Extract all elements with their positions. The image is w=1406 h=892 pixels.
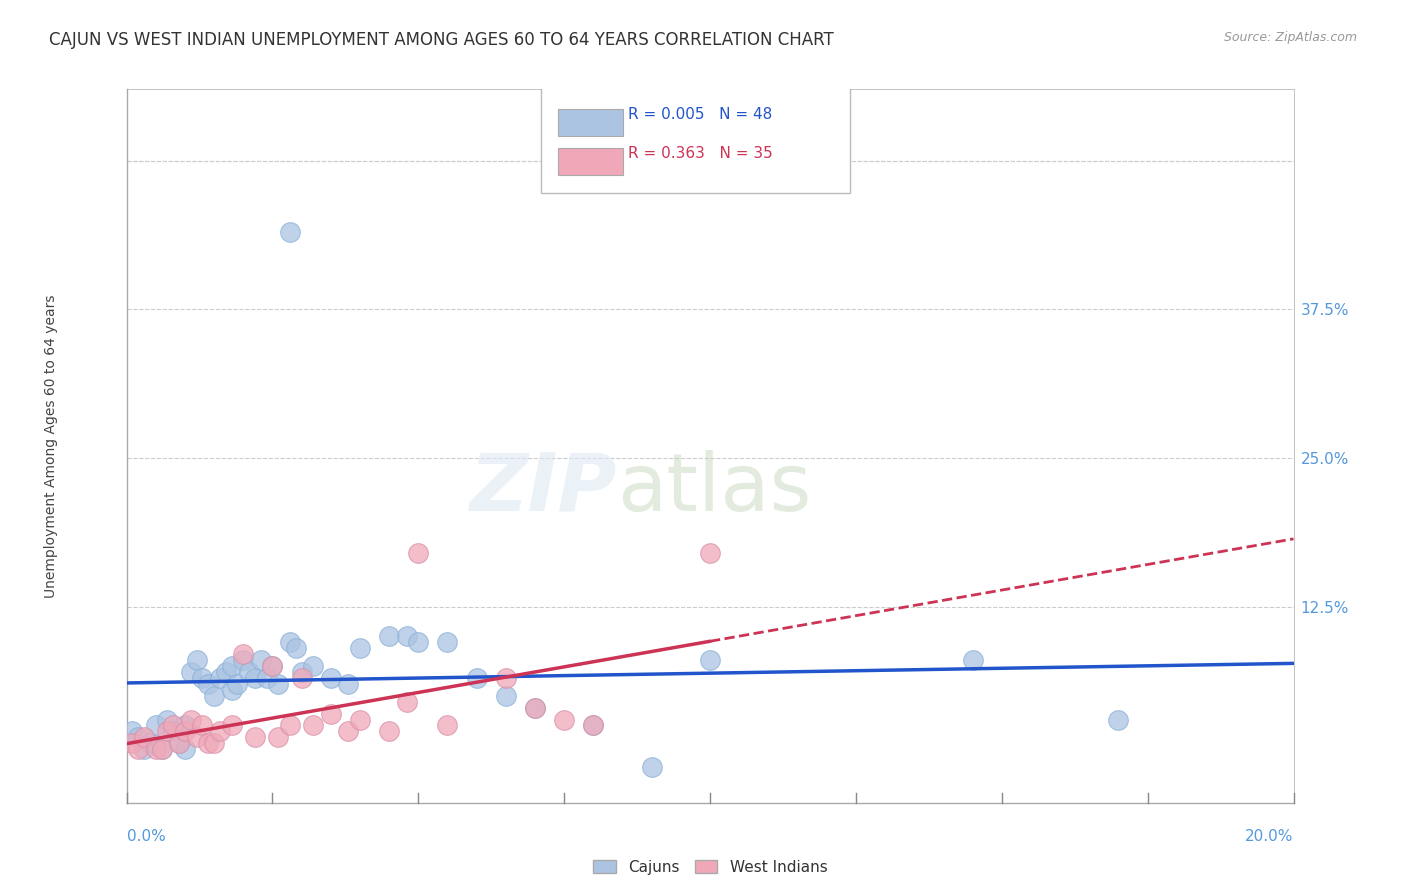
Point [640,760,664,774]
Point [290,671,312,685]
Point [139,736,162,750]
Point [121,724,143,739]
Point [699,653,721,667]
Point [395,695,418,709]
Point [132,742,155,756]
Point [180,713,202,727]
Text: atlas: atlas [617,450,811,528]
Point [278,225,301,239]
Point [582,718,605,732]
Point [221,718,243,732]
Point [408,546,430,560]
Point [197,677,219,691]
Text: CAJUN VS WEST INDIAN UNEMPLOYMENT AMONG AGES 60 TO 64 YEARS CORRELATION CHART: CAJUN VS WEST INDIAN UNEMPLOYMENT AMONG … [49,31,834,49]
Point [202,736,225,750]
Point [145,742,167,756]
Point [145,718,167,732]
Text: 0.0%: 0.0% [127,829,166,844]
Point [267,731,290,745]
Point [167,736,190,750]
Point [256,671,278,685]
Point [278,635,301,649]
Point [349,713,371,727]
Point [337,724,360,739]
Legend: Cajuns, West Indians: Cajuns, West Indians [586,854,834,880]
Point [202,689,225,703]
Point [156,724,179,739]
Point [174,718,197,732]
Point [232,653,254,667]
FancyBboxPatch shape [558,109,623,136]
Point [156,713,179,727]
Point [302,718,325,732]
Point [191,671,214,685]
Point [132,731,155,745]
Point [1108,713,1130,727]
Point [127,731,149,745]
Point [249,653,271,667]
Point [962,653,984,667]
Point [162,718,184,732]
Text: R = 0.363   N = 35: R = 0.363 N = 35 [628,146,773,161]
Point [221,659,243,673]
Point [127,742,149,756]
Point [243,671,266,685]
Text: Source: ZipAtlas.com: Source: ZipAtlas.com [1223,31,1357,45]
Point [378,724,401,739]
Point [349,641,371,656]
Point [378,629,401,643]
Point [186,731,208,745]
FancyBboxPatch shape [558,148,623,175]
Point [319,671,342,685]
Point [278,718,301,732]
Point [208,671,231,685]
Point [319,706,342,721]
Point [524,700,547,714]
Point [197,736,219,750]
Point [553,713,575,727]
Point [267,677,290,691]
Point [191,718,214,732]
Point [290,665,312,679]
Point [121,736,143,750]
Point [465,671,488,685]
Point [436,635,458,649]
FancyBboxPatch shape [541,82,851,193]
Text: Unemployment Among Ages 60 to 64 years: Unemployment Among Ages 60 to 64 years [44,294,58,598]
Point [699,546,721,560]
Point [232,647,254,661]
Point [337,677,360,691]
Point [174,724,197,739]
Point [408,635,430,649]
Point [243,731,266,745]
Point [167,736,190,750]
Point [238,665,260,679]
Point [180,665,202,679]
Point [174,742,197,756]
Text: 20.0%: 20.0% [1246,829,1294,844]
Point [495,671,517,685]
Point [495,689,517,703]
Point [284,641,307,656]
Point [208,724,231,739]
Point [302,659,325,673]
Point [582,718,605,732]
Point [162,724,184,739]
Point [436,718,458,732]
Point [226,677,249,691]
Point [262,659,284,673]
Point [186,653,208,667]
Point [215,665,238,679]
Point [524,700,547,714]
Point [395,629,418,643]
Text: R = 0.005   N = 48: R = 0.005 N = 48 [628,107,772,121]
Text: ZIP: ZIP [470,450,617,528]
Point [150,742,173,756]
Point [150,742,173,756]
Point [262,659,284,673]
Point [221,682,243,697]
